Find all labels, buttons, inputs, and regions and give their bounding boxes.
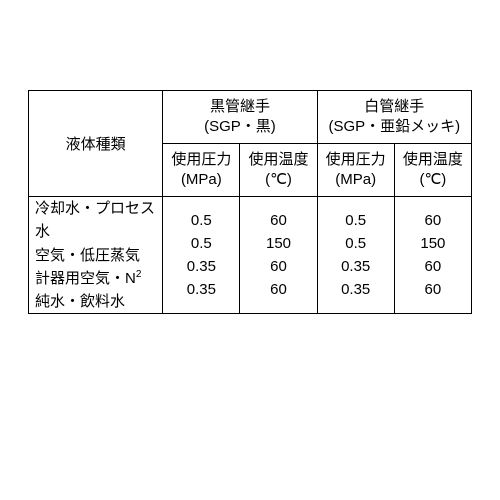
subheader-black-temp: 使用温度 (℃)	[240, 144, 317, 197]
page: { "table": { "type": "table", "border_co…	[0, 0, 500, 500]
subheader-temp-l2: (℃)	[419, 171, 446, 188]
black-pressure-cell: 0.50.50.350.35	[163, 197, 240, 314]
subheader-temp-l2: (℃)	[265, 171, 292, 188]
white-pressure-cell: 0.50.50.350.35	[317, 197, 394, 314]
header-group-white: 白管継手 (SGP・亜鉛メッキ)	[317, 91, 471, 144]
header-group-black-line1: 黒管継手	[210, 98, 270, 115]
subheader-pressure-l1: 使用圧力	[326, 151, 386, 168]
table-body-row: 冷却水・プロセス水空気・低圧蒸気計器用空気・N2純水・飲料水 0.50.50.3…	[29, 197, 472, 314]
header-group-white-line1: 白管継手	[364, 98, 424, 115]
subheader-white-pressure: 使用圧力 (MPa)	[317, 144, 394, 197]
subheader-pressure-l2: (MPa)	[335, 171, 376, 188]
subheader-black-pressure: 使用圧力 (MPa)	[163, 144, 240, 197]
liquid-names-cell: 冷却水・プロセス水空気・低圧蒸気計器用空気・N2純水・飲料水	[29, 197, 163, 314]
header-group-black: 黒管継手 (SGP・黒)	[163, 91, 317, 144]
row-header-label: 液体種類	[66, 136, 126, 153]
subheader-temp-l1: 使用温度	[403, 151, 463, 168]
header-group-black-line2: (SGP・黒)	[204, 118, 276, 135]
subheader-pressure-l1: 使用圧力	[171, 151, 231, 168]
black-temp-cell: 601506060	[240, 197, 317, 314]
subheader-pressure-l2: (MPa)	[181, 171, 222, 188]
row-header-liquid-type: 液体種類	[29, 91, 163, 197]
white-temp-cell: 601506060	[394, 197, 471, 314]
header-row-groups: 液体種類 黒管継手 (SGP・黒) 白管継手 (SGP・亜鉛メッキ)	[29, 91, 472, 144]
subheader-temp-l1: 使用温度	[249, 151, 309, 168]
spec-table-container: 液体種類 黒管継手 (SGP・黒) 白管継手 (SGP・亜鉛メッキ) 使用圧力 …	[28, 90, 472, 314]
spec-table: 液体種類 黒管継手 (SGP・黒) 白管継手 (SGP・亜鉛メッキ) 使用圧力 …	[28, 90, 472, 314]
header-group-white-line2: (SGP・亜鉛メッキ)	[328, 118, 460, 135]
subheader-white-temp: 使用温度 (℃)	[394, 144, 471, 197]
